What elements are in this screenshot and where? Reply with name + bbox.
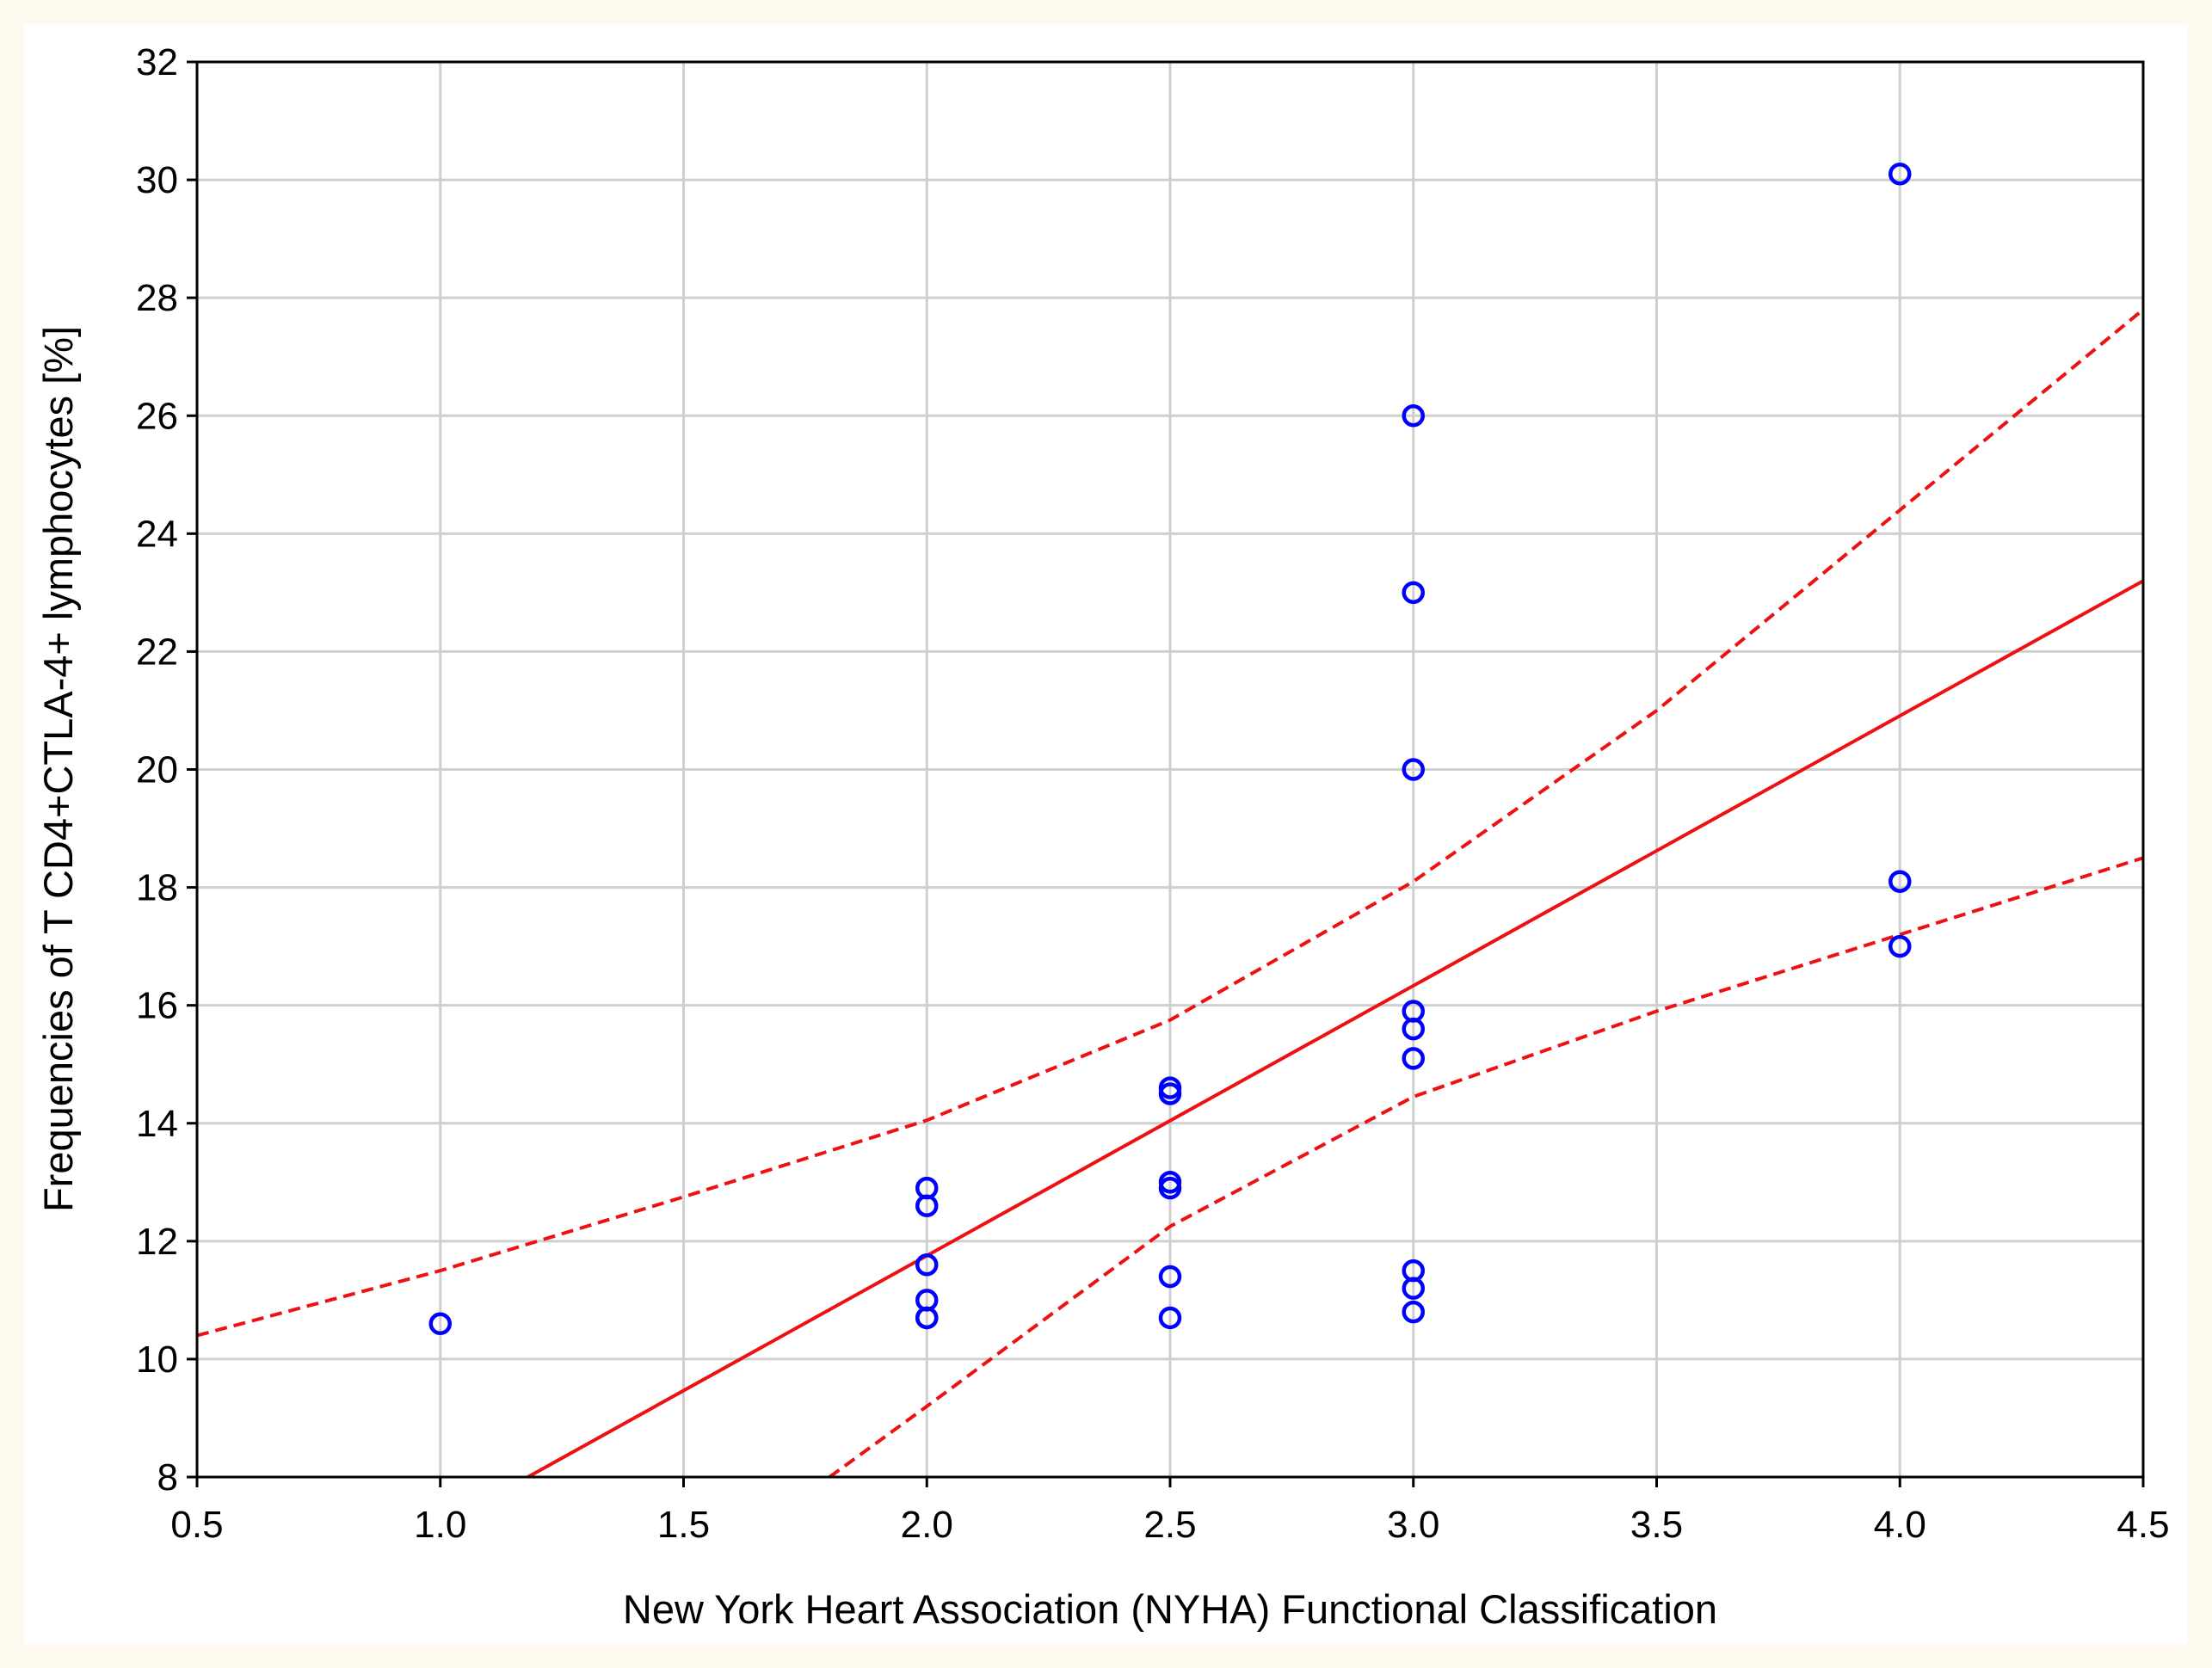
y-tick-label: 26 — [136, 395, 178, 437]
data-point — [1889, 162, 1912, 186]
y-tick-label: 8 — [157, 1456, 178, 1499]
x-tick-label: 4.0 — [1874, 1504, 1926, 1546]
y-tick-label: 20 — [136, 749, 178, 791]
y-tick-label: 22 — [136, 631, 178, 673]
data-point — [1402, 1017, 1425, 1041]
regression-line — [527, 579, 2144, 1479]
data-points — [428, 162, 1912, 1336]
data-point — [1402, 1277, 1425, 1300]
axis-ticks: 0.5 1.0 1.5 2.0 2.5 3.0 3.5 4.0 4.5 8 10 12 14 16 18 20… — [136, 41, 2170, 1546]
y-tick-label: 18 — [136, 867, 178, 909]
x-tick-label: 2.5 — [1143, 1504, 1196, 1546]
x-axis-title: New York Heart Association (NYHA) Functi… — [623, 1586, 1717, 1632]
confidence-band-upper — [196, 308, 2145, 1338]
data-point — [1158, 1306, 1182, 1330]
y-tick-label: 16 — [136, 985, 178, 1027]
confidence-bands — [196, 308, 2145, 1479]
regression-line — [527, 579, 2144, 1479]
data-point — [1889, 870, 1912, 893]
data-point — [1402, 1047, 1425, 1070]
y-tick-label: 28 — [136, 277, 178, 319]
x-tick-label: 0.5 — [170, 1504, 223, 1546]
x-tick-label: 2.0 — [901, 1504, 953, 1546]
grid-lines — [197, 62, 2143, 1477]
data-point — [915, 1194, 939, 1217]
data-point — [1402, 758, 1425, 781]
x-tick-label: 3.0 — [1387, 1504, 1439, 1546]
x-tick-label: 4.5 — [2116, 1504, 2169, 1546]
data-point — [1402, 404, 1425, 428]
data-point — [1158, 1082, 1182, 1105]
y-tick-label: 12 — [136, 1221, 178, 1263]
y-tick-label: 24 — [136, 513, 178, 555]
data-point — [1402, 581, 1425, 605]
data-point — [1158, 1176, 1182, 1200]
y-axis-title: Frequencies of T CD4+CTLA-4+ lymphocytes… — [35, 326, 81, 1212]
data-point — [428, 1312, 452, 1336]
y-tick-label: 32 — [136, 41, 178, 83]
x-tick-label: 1.0 — [414, 1504, 466, 1546]
confidence-band-lower — [828, 856, 2144, 1479]
data-point — [1889, 934, 1912, 958]
y-tick-label: 30 — [136, 159, 178, 201]
x-tick-label: 3.5 — [1630, 1504, 1683, 1546]
y-tick-label: 10 — [136, 1339, 178, 1381]
data-point — [915, 1253, 939, 1277]
y-tick-label: 14 — [136, 1103, 178, 1145]
data-point — [1402, 1300, 1425, 1324]
x-tick-label: 1.5 — [657, 1504, 710, 1546]
data-point — [1158, 1265, 1182, 1289]
data-point — [915, 1306, 939, 1330]
